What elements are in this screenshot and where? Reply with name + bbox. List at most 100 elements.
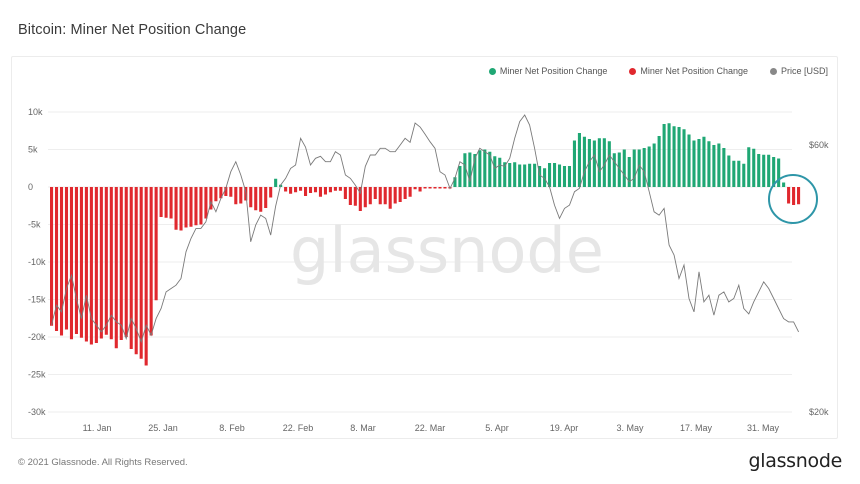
x-tick-label: 31. May — [747, 423, 780, 433]
y-tick-label: 0 — [28, 182, 33, 192]
bar — [792, 187, 796, 205]
bar — [74, 187, 78, 334]
bar — [184, 187, 188, 228]
bar — [199, 187, 203, 225]
bar — [363, 187, 367, 208]
y2-tick-label: $20k — [809, 407, 829, 417]
bar — [194, 187, 198, 226]
bar — [393, 187, 397, 204]
legend-item-negative[interactable]: Miner Net Position Change — [629, 66, 748, 76]
bar — [687, 134, 691, 187]
y-axis-left: 10k 5k 0 -5k -10k -15k -20k -25k -30k — [28, 107, 46, 417]
bar — [617, 152, 621, 187]
bar — [493, 156, 497, 187]
highlight-circle — [768, 174, 818, 224]
bar — [249, 187, 253, 208]
bar — [308, 187, 313, 193]
bar — [333, 187, 337, 191]
bar — [498, 157, 502, 187]
bar — [582, 136, 586, 187]
bar — [597, 138, 601, 187]
bar — [274, 178, 278, 187]
bar — [712, 145, 716, 187]
bar — [99, 187, 103, 339]
bar — [488, 151, 492, 187]
x-tick-label: 8. Feb — [219, 423, 245, 433]
bar — [418, 187, 422, 192]
bar — [463, 153, 467, 187]
bar — [144, 187, 148, 366]
legend-label: Price [USD] — [780, 66, 828, 76]
bar — [408, 187, 412, 197]
bar — [682, 129, 686, 187]
bar — [652, 143, 656, 187]
y2-tick-label: $60k — [809, 140, 829, 150]
bar — [518, 164, 522, 187]
bar — [423, 187, 427, 189]
legend-item-price[interactable]: Price [USD] — [769, 66, 828, 76]
bar — [299, 187, 303, 191]
bar — [129, 187, 133, 349]
bar — [572, 140, 576, 187]
bar — [69, 187, 74, 340]
bar — [254, 187, 258, 211]
bar — [642, 148, 646, 187]
bar — [54, 187, 59, 331]
bar — [757, 154, 761, 187]
watermark: glassnode — [290, 214, 604, 287]
bar — [368, 187, 372, 205]
bar — [59, 187, 64, 336]
bar — [612, 153, 616, 187]
bar — [79, 187, 83, 338]
bar — [114, 187, 118, 349]
legend-dot-gray-icon — [769, 67, 777, 75]
bar — [388, 187, 392, 209]
legend-dot-green-icon — [488, 67, 496, 75]
bar-series — [50, 123, 801, 366]
bar — [562, 166, 567, 187]
bar — [592, 140, 596, 187]
bar — [742, 163, 746, 187]
bar — [458, 166, 462, 187]
bar — [413, 187, 417, 190]
bar — [159, 187, 163, 217]
x-tick-label: 11. Jan — [83, 423, 112, 433]
y-axis-right: $60k $20k — [809, 140, 829, 417]
bar — [403, 187, 407, 199]
bar — [239, 187, 243, 204]
bar — [752, 148, 756, 187]
bar — [154, 187, 158, 301]
bar — [478, 150, 482, 187]
bar — [513, 162, 517, 187]
y-tick-label: 5k — [28, 145, 38, 155]
bar — [777, 158, 781, 187]
bar — [313, 187, 318, 193]
bar — [443, 187, 447, 189]
y-tick-label: -25k — [28, 370, 46, 380]
bar — [204, 187, 208, 219]
bar — [632, 149, 636, 187]
y-tick-label: -20k — [28, 332, 46, 342]
bar — [124, 187, 128, 337]
bar — [607, 141, 611, 187]
bar — [528, 163, 532, 187]
bar — [772, 157, 776, 187]
legend-item-positive[interactable]: Miner Net Position Change — [488, 66, 607, 76]
x-tick-label: 17. May — [680, 423, 713, 433]
x-axis: 11. Jan 25. Jan 8. Feb 22. Feb 8. Mar 22. Mar… — [83, 423, 780, 433]
glassnode-logo: glassnode — [748, 450, 843, 472]
bar — [697, 139, 701, 187]
page-title: Bitcoin: Miner Net Position Change — [18, 22, 247, 38]
bar — [289, 187, 293, 194]
bar — [269, 187, 273, 198]
bar — [657, 136, 661, 187]
x-tick-label: 22. Feb — [283, 423, 314, 433]
bar — [398, 187, 402, 202]
bar — [234, 187, 238, 205]
bar — [767, 154, 771, 187]
bar — [782, 182, 786, 187]
bar — [189, 187, 193, 227]
bar — [64, 187, 69, 330]
bar — [358, 187, 362, 211]
bar — [533, 163, 537, 187]
